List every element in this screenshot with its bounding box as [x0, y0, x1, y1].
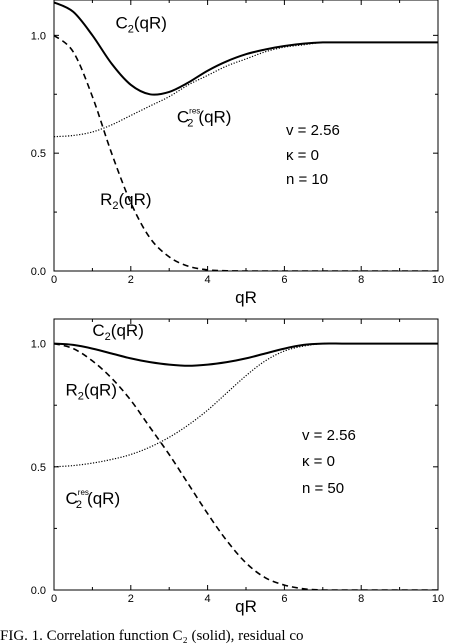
x-tick-label: 0	[51, 593, 57, 605]
x-axis-label: qR	[235, 597, 257, 616]
y-tick-label: 1.0	[31, 339, 46, 351]
curve-label: C2(qR)	[92, 321, 143, 343]
curve-label: Cres 2 (qR)	[177, 107, 232, 130]
series-line-dashed	[54, 34, 438, 271]
series-line-dotted	[54, 342, 438, 468]
plot-frame	[53, 318, 439, 591]
x-tick-label: 10	[432, 593, 444, 605]
series-line-solid	[54, 1, 438, 96]
plot-frame	[53, 0, 439, 272]
x-tick-label: 0	[51, 274, 57, 286]
x-axis-label: qR	[235, 288, 257, 307]
x-tick-label: 6	[281, 274, 287, 286]
y-tick-label: 0.5	[31, 462, 46, 474]
series-line-solid	[54, 342, 438, 367]
panel-1: 0 2 4 6 8 10 0.0 0.5 1.0 qR C2(qR) Cres 2 (qR) R2(qR) v…	[31, 0, 444, 307]
parameter-label: v = 2.56	[302, 427, 356, 444]
panel-2: 0 2 4 6 8 10 0.0 0.5 1.0 qR C2(qR) R2(qR) Cres 2 (qR) v…	[31, 318, 444, 616]
y-tick-label: 1.0	[31, 30, 46, 42]
x-tick-label: 6	[281, 593, 287, 605]
y-tick-label: 0.0	[31, 266, 46, 278]
y-tick-label: 0.5	[31, 148, 46, 160]
x-tick-label: 4	[205, 274, 211, 286]
x-tick-label: 2	[128, 274, 134, 286]
curve-label: Cres 2 (qR)	[66, 488, 121, 511]
curve-label: C2(qR)	[115, 13, 166, 35]
x-tick-label: 8	[358, 274, 364, 286]
x-tick-label: 4	[205, 593, 211, 605]
parameter-label: n = 50	[302, 480, 344, 497]
x-tick-label: 8	[358, 593, 364, 605]
parameter-label: κ = 0	[286, 147, 319, 164]
parameter-label: n = 10	[286, 171, 328, 188]
parameter-label: v = 2.56	[286, 122, 340, 139]
y-tick-label: 0.0	[31, 585, 46, 597]
x-tick-label: 10	[432, 274, 444, 286]
series-line-dotted	[54, 41, 438, 138]
figure-caption: FIG. 1. Correlation function C₂ (solid),…	[0, 628, 304, 644]
parameter-label: κ = 0	[302, 453, 335, 470]
curve-label: R2(qR)	[100, 190, 151, 212]
figure: 0 2 4 6 8 10 0.0 0.5 1.0 qR C2(qR) Cres 2 (qR) R2(qR) v…	[31, 0, 444, 616]
curve-label: R2(qR)	[66, 380, 117, 402]
x-tick-label: 2	[128, 593, 134, 605]
